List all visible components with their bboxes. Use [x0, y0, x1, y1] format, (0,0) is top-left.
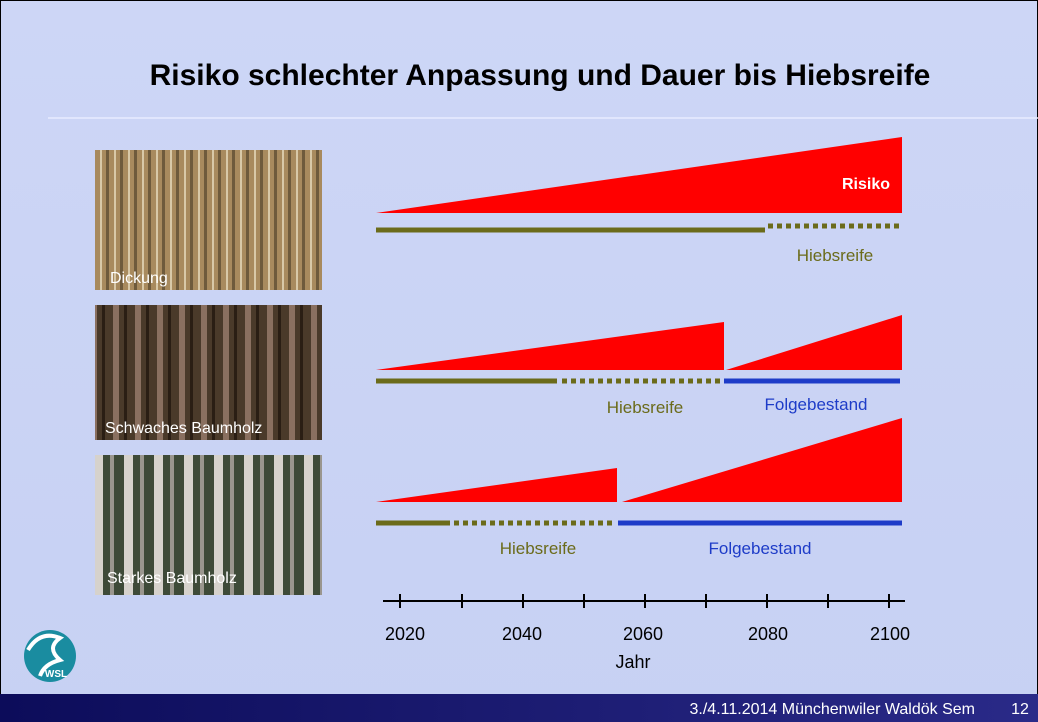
risk-wedge	[622, 418, 902, 502]
successor-label: Folgebestand	[764, 395, 867, 414]
axis-label: Jahr	[615, 652, 650, 672]
maturity-label: Hiebsreife	[797, 246, 874, 265]
photo-label: Schwaches Baumholz	[105, 420, 262, 437]
successor-label: Folgebestand	[708, 539, 811, 558]
axis-tick-label: 2060	[623, 624, 663, 644]
logo-swirl	[26, 633, 65, 677]
risk-wedge	[726, 315, 902, 370]
risk-wedge	[376, 322, 724, 370]
photo	[95, 150, 322, 290]
maturity-label: Hiebsreife	[500, 539, 577, 558]
photo-label: Starkes Baumholz	[107, 570, 237, 587]
logo	[24, 630, 76, 682]
maturity-label: Hiebsreife	[607, 398, 684, 417]
photo	[95, 455, 322, 595]
axis-tick-label: 2080	[748, 624, 788, 644]
axis-tick-label: 2100	[870, 624, 910, 644]
page-number: 12	[1011, 701, 1029, 718]
risk-wedge	[376, 468, 617, 502]
time-axis	[383, 594, 905, 608]
footer-text: 3./4.11.2014 Münchenwiler Waldök Sem	[690, 701, 975, 718]
risk-label: Risiko	[842, 176, 890, 193]
axis-tick-label: 2020	[385, 624, 425, 644]
logo-text: WSL	[45, 669, 67, 680]
axis-tick-label: 2040	[502, 624, 542, 644]
title: Risiko schlechter Anpassung und Dauer bi…	[150, 59, 931, 92]
risk-wedge	[376, 137, 902, 213]
footer-bar	[0, 694, 1038, 722]
photo-label: Dickung	[110, 270, 168, 287]
photo	[95, 305, 322, 440]
